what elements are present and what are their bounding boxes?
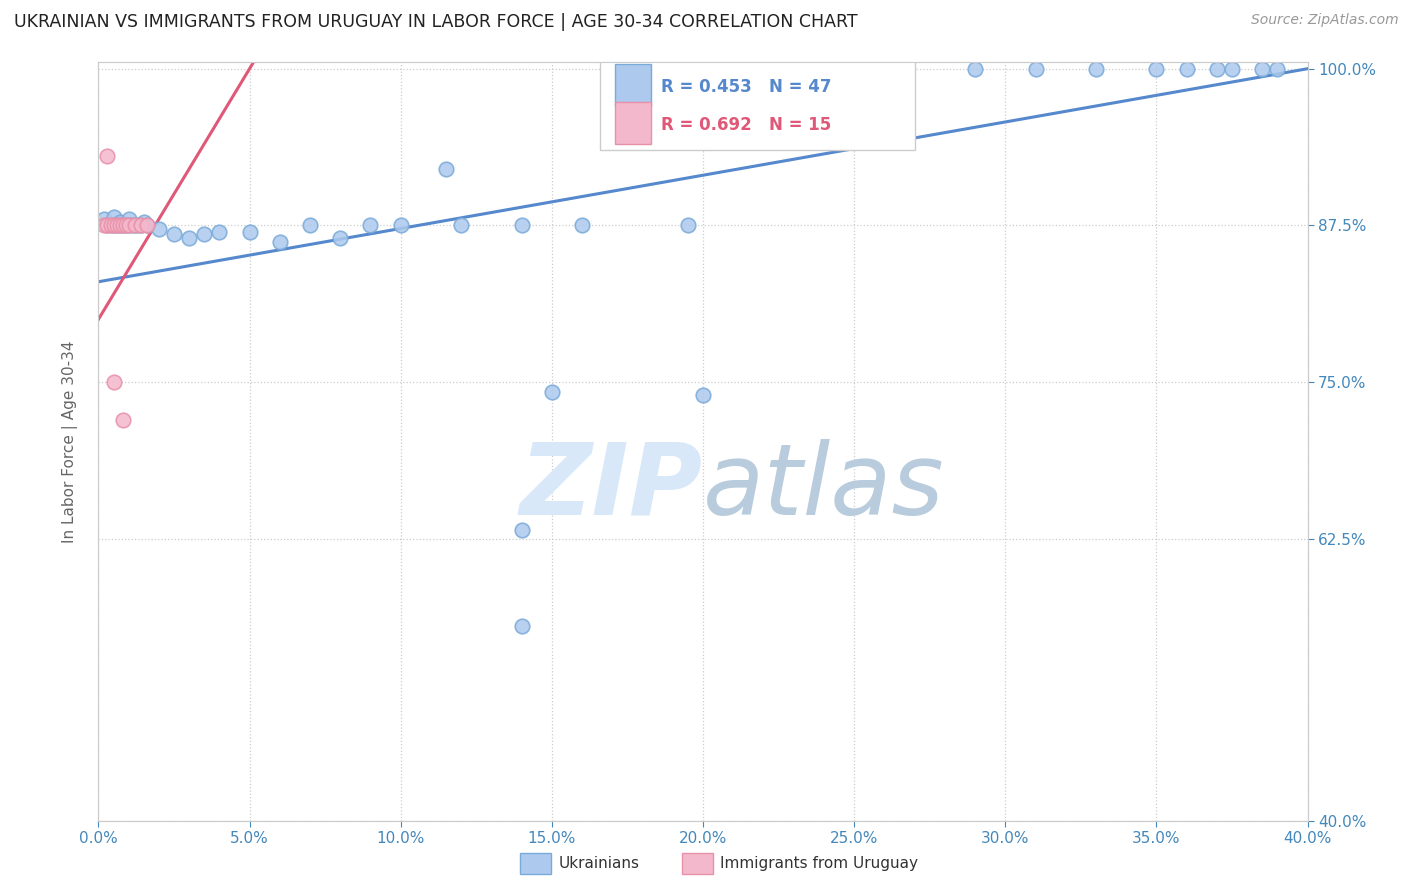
Point xyxy=(114,219,136,233)
Point xyxy=(100,219,122,233)
Point xyxy=(148,222,170,236)
Point xyxy=(1267,62,1289,76)
Point xyxy=(105,219,128,233)
Text: atlas: atlas xyxy=(703,439,945,535)
Text: R = 0.453   N = 47: R = 0.453 N = 47 xyxy=(661,78,831,95)
Point xyxy=(193,227,215,241)
Point xyxy=(96,219,118,233)
Point xyxy=(239,225,262,239)
Point xyxy=(692,387,714,401)
Point xyxy=(1220,62,1243,76)
Point xyxy=(108,219,131,233)
Point xyxy=(1085,62,1108,76)
Point xyxy=(118,219,141,233)
Point xyxy=(93,219,115,233)
Text: UKRAINIAN VS IMMIGRANTS FROM URUGUAY IN LABOR FORCE | AGE 30-34 CORRELATION CHAR: UKRAINIAN VS IMMIGRANTS FROM URUGUAY IN … xyxy=(14,13,858,31)
Point xyxy=(269,235,291,249)
Point xyxy=(118,219,141,233)
Text: R = 0.692   N = 15: R = 0.692 N = 15 xyxy=(661,116,831,134)
Point xyxy=(510,523,533,537)
Text: ZIP: ZIP xyxy=(520,439,703,535)
Point xyxy=(108,219,131,233)
FancyBboxPatch shape xyxy=(614,102,651,144)
Point xyxy=(208,225,231,239)
Point xyxy=(103,219,125,233)
Point xyxy=(127,219,149,233)
Point xyxy=(96,149,118,163)
Point xyxy=(124,219,146,233)
Point xyxy=(111,219,134,233)
Text: Immigrants from Uruguay: Immigrants from Uruguay xyxy=(720,856,918,871)
Point xyxy=(1024,62,1046,76)
FancyBboxPatch shape xyxy=(600,59,915,150)
Point xyxy=(510,219,533,233)
Point xyxy=(1206,62,1229,76)
Point xyxy=(105,219,128,233)
Point xyxy=(540,385,562,400)
Point xyxy=(1251,62,1274,76)
Point xyxy=(1175,62,1198,76)
Point xyxy=(103,375,125,389)
Point xyxy=(299,219,322,233)
Point xyxy=(129,219,152,233)
Point xyxy=(450,219,472,233)
Point xyxy=(163,227,186,241)
Point xyxy=(93,212,115,227)
Point xyxy=(114,219,136,233)
Point xyxy=(360,219,382,233)
Text: Source: ZipAtlas.com: Source: ZipAtlas.com xyxy=(1251,13,1399,28)
Point xyxy=(118,212,141,227)
Point xyxy=(129,219,152,233)
Point xyxy=(179,231,201,245)
Y-axis label: In Labor Force | Age 30-34: In Labor Force | Age 30-34 xyxy=(62,340,77,543)
Point xyxy=(132,214,155,228)
Text: Ukrainians: Ukrainians xyxy=(558,856,640,871)
Point xyxy=(434,161,457,176)
Point xyxy=(111,219,134,233)
Point xyxy=(329,231,352,245)
Point xyxy=(124,219,146,233)
Point xyxy=(571,219,593,233)
Point xyxy=(96,219,118,233)
FancyBboxPatch shape xyxy=(614,64,651,105)
Point xyxy=(135,219,157,233)
Point xyxy=(965,62,987,76)
Point xyxy=(389,219,412,233)
Point xyxy=(103,210,125,224)
Point xyxy=(103,219,125,233)
Point xyxy=(510,619,533,633)
Point xyxy=(1144,62,1167,76)
Point xyxy=(111,412,134,426)
Point xyxy=(100,219,122,233)
Point xyxy=(108,214,131,228)
Point xyxy=(135,219,157,233)
Point xyxy=(121,219,143,233)
Point xyxy=(676,219,699,233)
